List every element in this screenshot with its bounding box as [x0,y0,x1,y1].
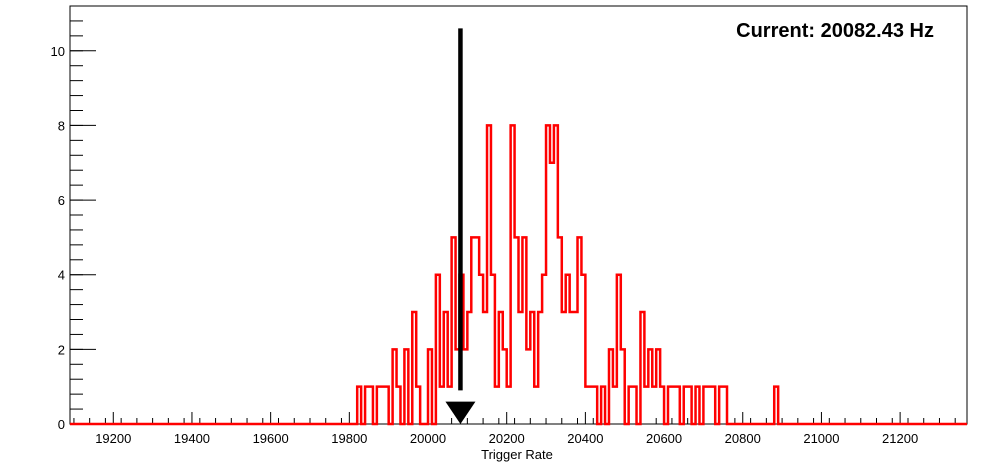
y-tick-label: 8 [58,118,65,133]
x-tick-label: 20200 [489,431,525,446]
y-tick-label: 4 [58,268,65,283]
y-tick-label: 6 [58,193,65,208]
x-tick-label: 19600 [253,431,289,446]
x-tick-label: 19200 [95,431,131,446]
plot-frame [69,5,968,425]
x-tick-label: 20000 [410,431,446,446]
x-tick-label: 20800 [725,431,761,446]
y-tick-label: 10 [51,44,65,59]
x-axis-title: Trigger Rate [481,447,553,462]
histogram-series [70,124,967,426]
x-tick-label: 21000 [803,431,839,446]
x-tick-label: 20600 [646,431,682,446]
x-tick-label: 21200 [882,431,918,446]
current-rate-arrow-head [445,401,476,424]
y-tick-label: 2 [58,342,65,357]
current-rate-label: Current: 20082.43 Hz [736,20,934,42]
x-tick-label: 19400 [174,431,210,446]
y-axis: 0 2 4 6 8 10 [51,20,96,432]
y-tick-label: 0 [58,417,65,432]
x-axis: 19200 19400 19600 19800 20000 20200 20400 20600… [73,412,956,446]
x-tick-label: 20400 [567,431,603,446]
x-tick-label: 19800 [331,431,367,446]
